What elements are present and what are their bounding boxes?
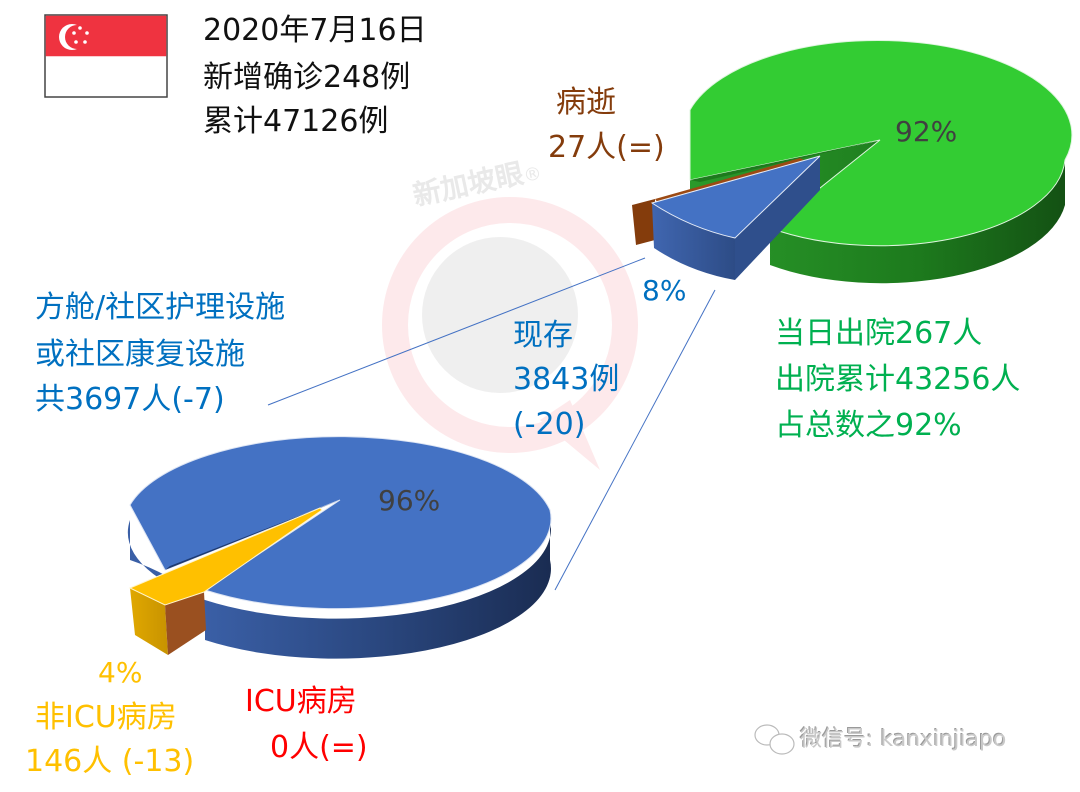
discharged-pct-label: 92% [895, 115, 958, 148]
ward-label-title: 非ICU病房 [35, 700, 177, 735]
active-label-change: (-20) [513, 407, 586, 442]
icu-label-count: 0人(=) [270, 730, 368, 765]
deaths-label-count: 27人(=) [548, 130, 665, 165]
active-label-title: 现存 [513, 318, 573, 353]
icu-label-title: ICU病房 [245, 684, 357, 719]
discharged-total: 出院累计43256人 [775, 362, 1021, 397]
facility-label-line2: 或社区康复设施 [35, 337, 245, 372]
ward-slice [128, 507, 323, 655]
facility-label-line1: 方舱/社区护理设施 [35, 290, 286, 325]
active-label-count: 3843例 [513, 362, 620, 397]
watermark-logo [382, 197, 638, 470]
leader-line-right [554, 289, 716, 591]
ward-pct-label: 4% [98, 656, 143, 689]
facility-pct-label: 96% [378, 484, 441, 517]
discharged-share: 占总数之92% [775, 408, 962, 443]
active-slice [650, 155, 821, 280]
wechat-id: 微信号: kanxinjiapo [800, 727, 1007, 752]
facility-slice [127, 436, 552, 659]
facility-label-line3: 共3697人(-7) [35, 382, 225, 417]
leader-line-left [267, 257, 646, 406]
header-total-cases: 累计47126例 [203, 104, 389, 139]
discharged-today: 当日出院267人 [775, 316, 983, 351]
wechat-icon [754, 724, 795, 755]
header-date: 2020年7月16日 [203, 13, 427, 48]
active-pct-label: 8% [642, 274, 687, 307]
ward-label-count: 146人 (-13) [25, 744, 195, 779]
header-new-cases: 新增确诊248例 [203, 60, 411, 95]
deaths-label-title: 病逝 [556, 85, 616, 120]
singapore-flag [44, 14, 168, 98]
